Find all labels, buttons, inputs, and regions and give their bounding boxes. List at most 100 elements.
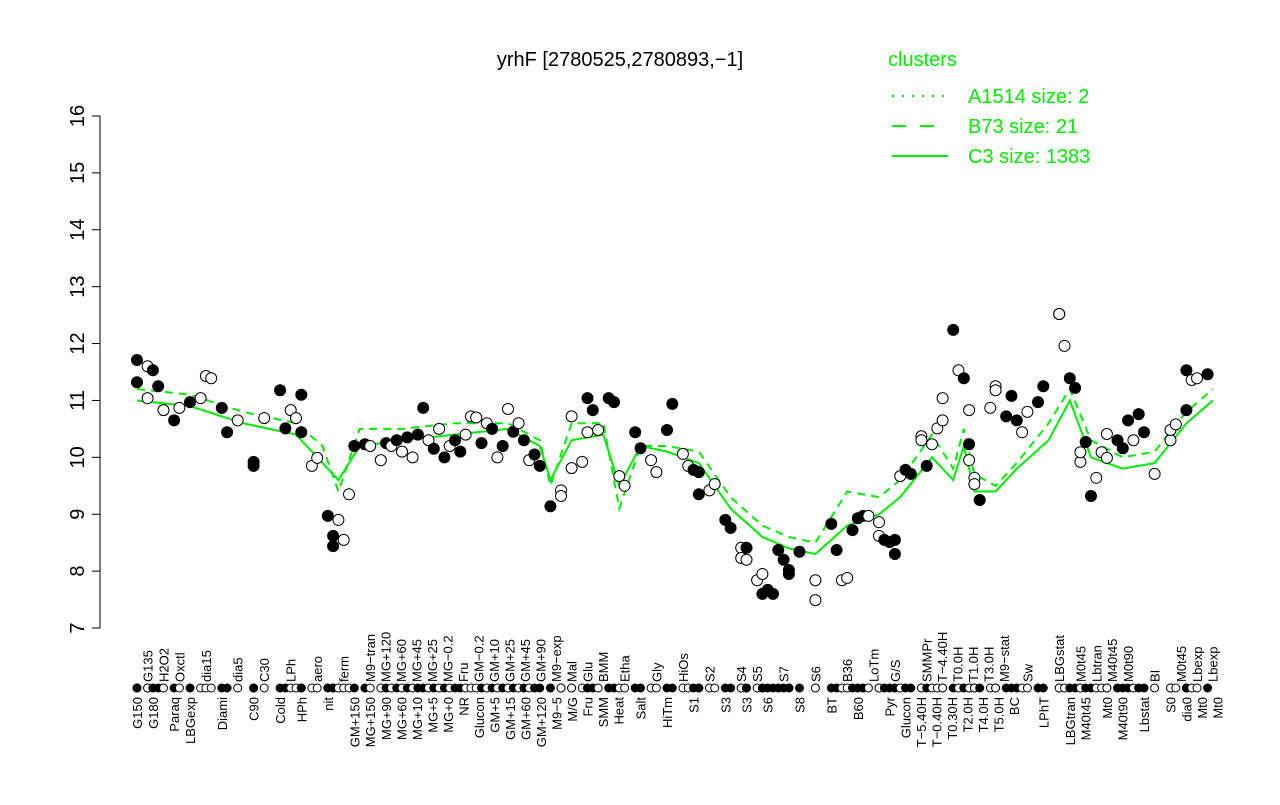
data-point bbox=[274, 384, 287, 397]
x-label-top: SMMPr bbox=[920, 638, 935, 682]
y-tick-label: 9 bbox=[67, 509, 89, 520]
data-point bbox=[390, 434, 403, 447]
data-point bbox=[1191, 372, 1203, 385]
data-point bbox=[963, 438, 976, 451]
axis-dot bbox=[259, 683, 269, 693]
x-label-top: Lbexp bbox=[1206, 647, 1221, 682]
data-point bbox=[740, 553, 753, 566]
x-label-top: Oxctl bbox=[172, 652, 187, 682]
x-label-bottom: T4.0H bbox=[976, 697, 991, 732]
data-point bbox=[618, 479, 631, 492]
data-point bbox=[963, 454, 976, 467]
data-point bbox=[491, 451, 504, 464]
x-label-top: MG−0.2 bbox=[441, 635, 456, 682]
data-point bbox=[592, 424, 605, 437]
legend-label-c3: C3 size: 1383 bbox=[968, 146, 1090, 168]
data-point bbox=[152, 380, 165, 393]
axis-dot bbox=[975, 683, 985, 693]
y-tick-label: 7 bbox=[67, 622, 89, 633]
data-point bbox=[433, 422, 446, 435]
data-point bbox=[920, 459, 933, 472]
y-axis: 7 8 9 10 11 12 13 14 15 16 bbox=[67, 105, 101, 634]
x-label-top: GM+45 bbox=[518, 639, 533, 682]
data-point bbox=[258, 412, 271, 425]
data-point bbox=[131, 354, 143, 367]
x-label-top: Lbexp bbox=[1190, 647, 1205, 682]
x-label-bottom: S1 bbox=[687, 697, 702, 713]
data-point bbox=[221, 426, 234, 439]
data-point bbox=[565, 462, 578, 475]
x-label-bottom: HiTm bbox=[660, 697, 675, 728]
x-label-top: Lbtran bbox=[1089, 645, 1104, 682]
x-label-bottom: MG+10 bbox=[410, 697, 425, 740]
axis-dot bbox=[1192, 683, 1202, 693]
x-label-top: T0.0H bbox=[951, 647, 966, 682]
data-point bbox=[846, 524, 859, 537]
axis-dot bbox=[1150, 683, 1160, 693]
x-label-bottom: MG+90 bbox=[379, 697, 394, 740]
x-label-bottom: S8 bbox=[793, 697, 808, 713]
x-label-bottom: nit bbox=[321, 697, 336, 711]
data-point bbox=[936, 392, 949, 405]
x-label-top: M40t45 bbox=[1105, 639, 1120, 682]
x-label-bottom: Mt0 bbox=[1100, 697, 1115, 719]
data-point bbox=[1000, 410, 1013, 423]
data-point bbox=[841, 571, 854, 584]
y-tick-label: 12 bbox=[67, 332, 89, 354]
x-label-top: G135 bbox=[141, 650, 156, 682]
x-label-bottom: MG+150 bbox=[363, 697, 378, 747]
x-label-bottom: T−5.40H bbox=[914, 697, 929, 747]
data-point bbox=[926, 438, 938, 451]
x-label-top: dia5 bbox=[231, 657, 246, 682]
data-point bbox=[634, 442, 647, 455]
legend-label-b73: B73 size: 21 bbox=[968, 116, 1078, 138]
data-point bbox=[475, 437, 488, 450]
x-label-top: M0t45 bbox=[1073, 646, 1088, 682]
data-point bbox=[830, 544, 843, 557]
data-point bbox=[756, 567, 769, 580]
axis-dot bbox=[795, 683, 804, 693]
x-label-top: M9−exp bbox=[549, 635, 564, 682]
data-point bbox=[1063, 372, 1076, 385]
data-point bbox=[1180, 364, 1193, 377]
axis-dot bbox=[784, 683, 794, 693]
data-point bbox=[470, 411, 483, 424]
data-point bbox=[650, 466, 663, 479]
data-point bbox=[1180, 404, 1193, 417]
x-label-top: MG+25 bbox=[425, 639, 440, 682]
x-label-bottom: Mt0 bbox=[1195, 697, 1210, 719]
data-point bbox=[332, 513, 345, 526]
x-label-top: ferm bbox=[337, 656, 352, 682]
axis-dot bbox=[938, 683, 948, 693]
data-point bbox=[1053, 307, 1066, 320]
data-point bbox=[613, 470, 626, 483]
x-label-top: Fru bbox=[456, 663, 471, 683]
x-label-bottom: GM+120 bbox=[534, 697, 549, 747]
x-label-top: Gly bbox=[649, 662, 664, 682]
data-point bbox=[533, 459, 546, 472]
axis-dot bbox=[906, 683, 916, 693]
x-label-top: GM+10 bbox=[487, 639, 502, 682]
x-label-bottom: S6 bbox=[761, 697, 776, 713]
cluster-line-dashed bbox=[136, 386, 1214, 544]
data-point bbox=[1058, 339, 1071, 352]
data-point bbox=[396, 445, 408, 458]
x-label-top: MG+60 bbox=[394, 639, 409, 682]
x-label-bottom: GM+60 bbox=[519, 697, 534, 740]
data-point bbox=[1138, 426, 1150, 439]
x-label-bottom: MG+0 bbox=[441, 697, 456, 733]
x-label-top: H2O2 bbox=[157, 648, 172, 682]
axis-dot bbox=[312, 683, 322, 693]
data-point bbox=[1201, 368, 1214, 381]
axis-dot bbox=[535, 683, 545, 693]
x-label-bottom: M40t90 bbox=[1115, 697, 1130, 740]
y-tick-label: 14 bbox=[67, 219, 89, 241]
data-point bbox=[947, 323, 960, 336]
axis-dot bbox=[349, 683, 359, 693]
data-point bbox=[507, 425, 520, 438]
legend-title: clusters bbox=[888, 49, 957, 71]
x-label-bottom: Glucon bbox=[899, 697, 914, 738]
data-point bbox=[205, 372, 218, 385]
data-point bbox=[692, 466, 705, 479]
data-point bbox=[422, 434, 435, 447]
